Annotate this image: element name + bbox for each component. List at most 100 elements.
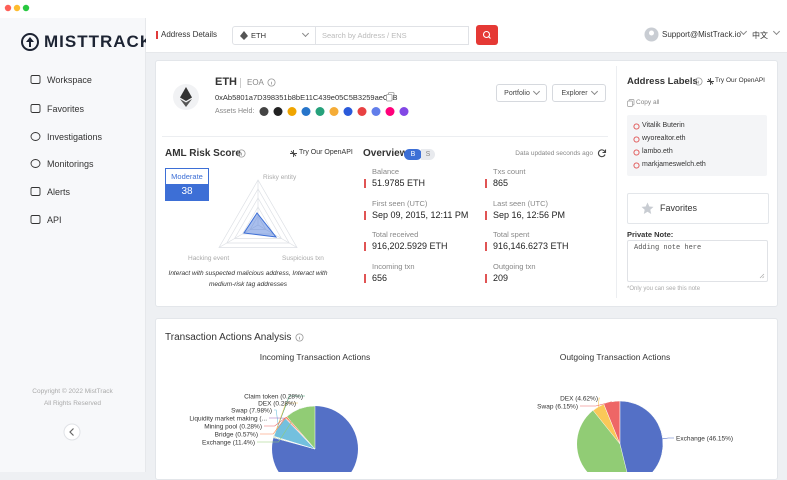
chain-caret <box>302 30 309 37</box>
close-dot[interactable] <box>5 5 11 11</box>
resize-lines <box>760 274 764 278</box>
nav-item[interactable]: Monitorings <box>30 158 94 169</box>
asset-icon[interactable] <box>260 107 269 116</box>
asset-icon[interactable] <box>302 107 311 116</box>
asset-icon[interactable] <box>316 107 325 116</box>
info-icon[interactable] <box>295 333 304 342</box>
field-marker <box>364 179 366 188</box>
label-icon <box>633 123 640 130</box>
nav-item[interactable]: Alerts <box>30 186 70 197</box>
logo-text: MISTTRACK <box>44 32 153 52</box>
caret <box>533 88 540 95</box>
field-value: Sep 16, 12:56 PM <box>493 210 565 220</box>
address-label[interactable]: wyorealtor.eth <box>642 135 686 142</box>
api-glyph <box>707 78 714 85</box>
info-icon[interactable] <box>267 78 276 87</box>
chain-select[interactable]: ETH <box>232 26 316 45</box>
aml-description: Interact with suspected malicious addres… <box>163 268 333 290</box>
nav-label: Investigations <box>47 132 102 142</box>
asset-icon[interactable] <box>400 107 409 116</box>
assets-label: Assets Held: <box>215 108 254 115</box>
field-marker <box>485 242 487 251</box>
minimize-dot[interactable] <box>14 5 20 11</box>
nav-item[interactable]: Favorites <box>30 103 84 114</box>
search-button[interactable] <box>476 25 498 45</box>
top-bar: Address Details ETH Search by Address / … <box>146 18 787 53</box>
copy-icon <box>627 99 635 107</box>
copy-icon[interactable] <box>386 92 395 102</box>
sidebar: MISTTRACK Copyright © 2022 MistTrack All… <box>0 18 146 472</box>
language[interactable]: 中文 <box>752 30 768 41</box>
info-icon[interactable] <box>237 149 246 158</box>
copy-all[interactable]: Copy all <box>636 99 659 106</box>
asset-icon[interactable] <box>386 107 395 116</box>
window-bar <box>0 0 787 18</box>
nav-icon-shape <box>31 216 40 224</box>
address-label[interactable]: Vitalik Buterin <box>642 122 685 129</box>
avatar-head <box>649 31 654 36</box>
asset-icon[interactable] <box>288 107 297 116</box>
api-icon <box>289 149 298 158</box>
avatar[interactable] <box>644 27 659 42</box>
nav-icon <box>30 214 41 225</box>
asset-icon[interactable] <box>372 107 381 116</box>
field-marker <box>364 274 366 283</box>
account[interactable]: Support@MistTrack.io <box>662 30 741 39</box>
nav-label: Monitorings <box>47 159 94 169</box>
badge-s[interactable]: S <box>421 149 435 160</box>
nav-icon <box>30 186 41 197</box>
button-text: Portfolio <box>504 90 530 97</box>
nav-icon <box>30 74 41 85</box>
field-value: Sep 09, 2015, 12:11 PM <box>372 210 468 220</box>
field-value: 656 <box>372 273 387 283</box>
field-marker <box>485 211 487 220</box>
field-label: Last seen (UTC) <box>493 199 548 208</box>
note-hint: *Only you can see this note <box>627 286 700 292</box>
nav-label: Favorites <box>47 104 84 114</box>
labels-openapi[interactable]: Try Our OpenAPI <box>715 77 765 84</box>
nav-label: Workspace <box>47 75 92 85</box>
account-caret <box>740 28 747 35</box>
breadcrumb-marker <box>156 31 158 39</box>
nav-item[interactable]: Investigations <box>30 131 102 142</box>
nav-item[interactable]: API <box>30 214 62 225</box>
label-icon-ring <box>634 137 639 142</box>
zoom-dot[interactable] <box>23 5 29 11</box>
field-label: Incoming txn <box>372 262 415 271</box>
field-value: 865 <box>493 178 508 188</box>
asset-icon[interactable] <box>330 107 339 116</box>
analysis-title: Transaction Actions Analysis <box>165 332 291 343</box>
nav-icon <box>30 103 41 114</box>
explorer-button[interactable]: Explorer <box>552 84 606 102</box>
note-textarea[interactable]: Adding note here <box>627 240 768 282</box>
field-marker <box>485 179 487 188</box>
favorites-box[interactable]: Favorites <box>627 193 769 224</box>
address-label[interactable]: lambo.eth <box>642 148 673 155</box>
field-label: First seen (UTC) <box>372 199 427 208</box>
field-marker <box>485 274 487 283</box>
field-value: 51.9785 ETH <box>372 178 425 188</box>
search-input[interactable]: Search by Address / ENS <box>315 26 469 45</box>
field-label: Total received <box>372 230 418 239</box>
asset-icon[interactable] <box>358 107 367 116</box>
label-icon-ring <box>634 150 639 155</box>
address-type: EOA <box>247 78 264 87</box>
badge-b[interactable]: B <box>404 149 422 160</box>
field-value: 916,146.6273 ETH <box>493 241 569 251</box>
label-icon <box>633 162 640 169</box>
asset-icon[interactable] <box>274 107 283 116</box>
label-icon <box>633 136 640 143</box>
aml-openapi[interactable]: Try Our OpenAPI <box>299 149 353 156</box>
label-icon <box>633 149 640 156</box>
collapse-button[interactable] <box>63 423 81 441</box>
refresh-icon[interactable] <box>597 148 607 158</box>
address-label[interactable]: markjameswelch.eth <box>642 161 706 168</box>
address-hash: 0xAb5801a7D398351b8bE11C439e05C5B3259aeC… <box>215 93 398 102</box>
info-icon[interactable] <box>694 77 703 86</box>
asset-icon[interactable] <box>344 107 353 116</box>
nav-icon-shape <box>31 105 40 113</box>
caret <box>590 88 597 95</box>
nav-item[interactable]: Workspace <box>30 74 92 85</box>
portfolio-button[interactable]: Portfolio <box>496 84 547 102</box>
